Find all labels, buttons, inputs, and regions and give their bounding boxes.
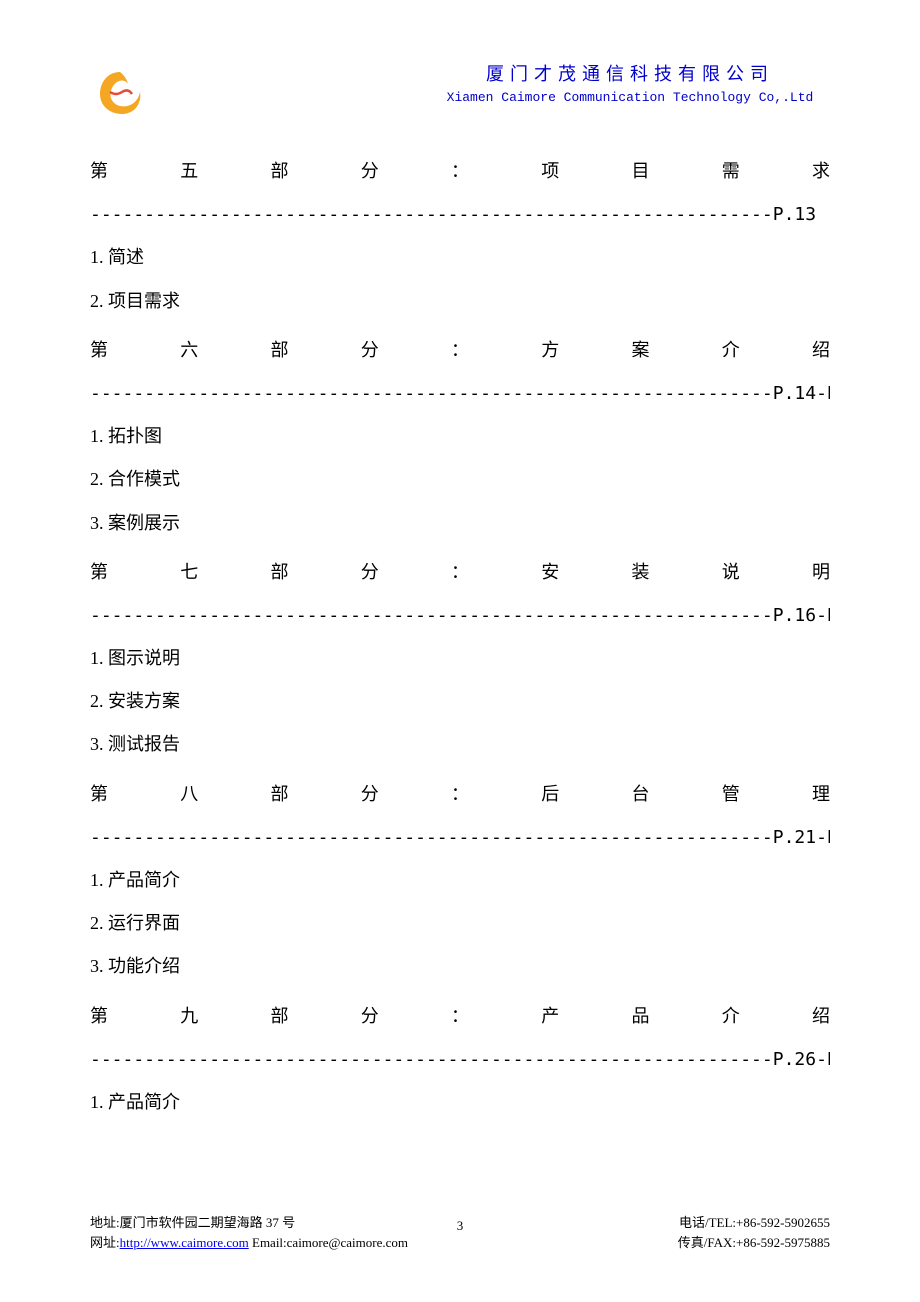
section-title-char: 第: [90, 995, 108, 1038]
section-title-char: 七: [180, 551, 198, 594]
section-title-char: 部: [271, 329, 289, 372]
section-title: 第 五 部 分 ： 项 目 需 求: [90, 150, 830, 193]
section-title-char: 第: [90, 551, 108, 594]
section-title-char: 案: [632, 329, 650, 372]
section-title-char: 理: [812, 773, 830, 816]
company-logo: [90, 60, 150, 120]
toc-item: 1. 拓扑图: [90, 415, 830, 458]
footer-web-email: 网址:http://www.caimore.com Email:caimore@…: [90, 1233, 408, 1253]
dash-prefix: ----------------------------------------…: [90, 1049, 773, 1070]
toc-item: 1. 简述: [90, 236, 830, 279]
section-title-char: 安: [541, 551, 559, 594]
toc-item: 2. 合作模式: [90, 458, 830, 501]
document-page: 厦门才茂通信科技有限公司 Xiamen Caimore Communicatio…: [0, 0, 920, 1302]
section-title-char: 部: [271, 995, 289, 1038]
section-title-char: 项: [541, 150, 559, 193]
section-title-char: 分: [361, 551, 379, 594]
toc-content: 第五部分：项目需求-------------------------------…: [90, 150, 830, 1124]
section-page-ref-line: ----------------------------------------…: [90, 372, 830, 415]
section-title-char: 说: [722, 551, 740, 594]
toc-item: 3. 测试报告: [90, 723, 830, 766]
section-title-char: ：: [451, 551, 469, 594]
section-page-ref: P.26-P.27: [773, 1049, 830, 1070]
section-title-char: 绍: [812, 329, 830, 372]
section-title-char: 五: [180, 150, 198, 193]
section-title-char: 管: [722, 773, 740, 816]
header-text-block: 厦门才茂通信科技有限公司 Xiamen Caimore Communicatio…: [150, 60, 830, 105]
toc-item: 1. 图示说明: [90, 637, 830, 680]
footer-tel: 电话/TEL:+86-592-5902655: [679, 1213, 830, 1233]
section-page-ref: P.16-P.20: [773, 605, 830, 626]
section-title-char: 分: [361, 150, 379, 193]
section-page-ref-line: ----------------------------------------…: [90, 1038, 830, 1081]
section-title-char: 部: [271, 773, 289, 816]
section-page-ref-line: ----------------------------------------…: [90, 816, 830, 859]
toc-item: 3. 案例展示: [90, 502, 830, 545]
dash-prefix: ----------------------------------------…: [90, 605, 773, 626]
footer-address: 地址:厦门市软件园二期望海路 37 号: [90, 1213, 295, 1233]
section-title-char: 装: [632, 551, 650, 594]
section-title-char: 八: [180, 773, 198, 816]
section-title-char: 部: [271, 150, 289, 193]
toc-item: 2. 运行界面: [90, 902, 830, 945]
section-title-char: 绍: [812, 995, 830, 1038]
section-page-ref-line: ----------------------------------------…: [90, 193, 830, 236]
section-title-char: 台: [632, 773, 650, 816]
section-title-char: 九: [180, 995, 198, 1038]
section-title: 第 九 部 分 ： 产 品 介 绍: [90, 995, 830, 1038]
section-title-char: 明: [812, 551, 830, 594]
section-title-char: 目: [632, 150, 650, 193]
footer-fax: 传真/FAX:+86-592-5975885: [678, 1233, 830, 1253]
section-title-char: 产: [541, 995, 559, 1038]
dash-prefix: ----------------------------------------…: [90, 204, 773, 225]
section-title-char: ：: [451, 329, 469, 372]
section-page-ref: P.13: [773, 204, 816, 225]
section-title-char: 求: [812, 150, 830, 193]
section-title: 第 六 部 分 ： 方 案 介 绍: [90, 329, 830, 372]
section-title-char: 需: [722, 150, 740, 193]
section-title-char: 第: [90, 773, 108, 816]
page-footer: 地址:厦门市软件园二期望海路 37 号 电话/TEL:+86-592-59026…: [90, 1213, 830, 1252]
section-title-char: ：: [451, 773, 469, 816]
section-title: 第 七 部 分 ： 安 装 说 明: [90, 551, 830, 594]
section-page-ref: P.21-P.25: [773, 827, 830, 848]
page-header: 厦门才茂通信科技有限公司 Xiamen Caimore Communicatio…: [90, 60, 830, 120]
footer-row-2: 网址:http://www.caimore.com Email:caimore@…: [90, 1233, 830, 1253]
section-title-char: 六: [180, 329, 198, 372]
company-name-cn: 厦门才茂通信科技有限公司: [430, 60, 830, 86]
section-title-char: 介: [722, 995, 740, 1038]
toc-item: 2. 项目需求: [90, 280, 830, 323]
dash-prefix: ----------------------------------------…: [90, 383, 773, 404]
toc-item: 3. 功能介绍: [90, 945, 830, 988]
footer-email: Email:caimore@caimore.com: [249, 1235, 408, 1250]
toc-item: 1. 产品简介: [90, 1081, 830, 1124]
section-title-char: 介: [722, 329, 740, 372]
footer-web-link[interactable]: http://www.caimore.com: [120, 1235, 249, 1250]
section-title: 第 八 部 分 ： 后 台 管 理: [90, 773, 830, 816]
section-title-char: 部: [271, 551, 289, 594]
company-name-en: Xiamen Caimore Communication Technology …: [430, 90, 830, 105]
section-title-char: 分: [361, 995, 379, 1038]
section-title-char: ：: [451, 995, 469, 1038]
toc-item: 1. 产品简介: [90, 859, 830, 902]
footer-row-1: 地址:厦门市软件园二期望海路 37 号 电话/TEL:+86-592-59026…: [90, 1213, 830, 1233]
section-title-char: 分: [361, 329, 379, 372]
dash-prefix: ----------------------------------------…: [90, 827, 773, 848]
section-title-char: 方: [541, 329, 559, 372]
section-page-ref-line: ----------------------------------------…: [90, 594, 830, 637]
section-page-ref: P.14-P.15: [773, 383, 830, 404]
toc-item: 2. 安装方案: [90, 680, 830, 723]
section-title-char: 品: [632, 995, 650, 1038]
footer-web-label: 网址:: [90, 1235, 120, 1250]
section-title-char: 第: [90, 329, 108, 372]
section-title-char: ：: [451, 150, 469, 193]
section-title-char: 分: [361, 773, 379, 816]
section-title-char: 后: [541, 773, 559, 816]
section-title-char: 第: [90, 150, 108, 193]
